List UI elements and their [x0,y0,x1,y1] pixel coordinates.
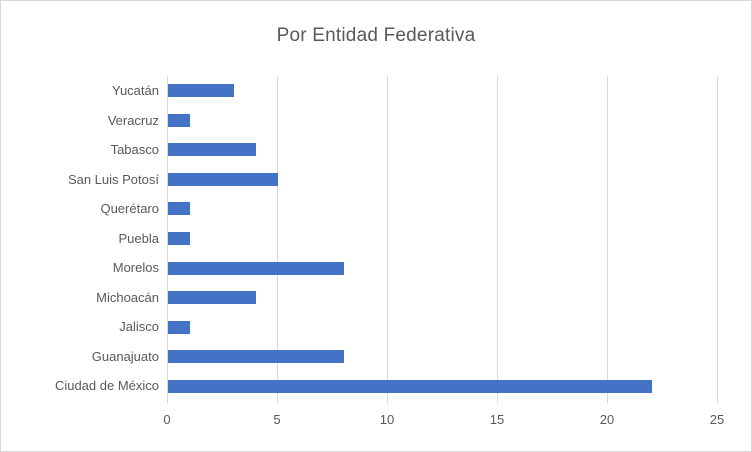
category-label: Puebla [118,230,159,246]
gridline [717,76,718,403]
category-label: Michoacán [96,289,159,305]
gridline [387,76,388,403]
category-label: Querétaro [100,201,159,217]
bar-veracruz [168,113,190,127]
gridline [607,76,608,403]
bar-ciudad-de-m-xico [168,379,652,393]
bar-jalisco [168,320,190,334]
bar-yucat-n [168,84,234,98]
bar-morelos [168,261,344,275]
category-label: Morelos [112,260,159,276]
x-tick-label: 10 [379,412,395,427]
chart-title: Por Entidad Federativa [276,25,476,46]
x-tick-label: 20 [599,412,615,427]
x-tick-label: 0 [163,412,171,427]
category-label: Ciudad de México [54,378,159,394]
category-label: Tabasco [110,142,159,158]
bar-puebla [168,232,190,245]
category-label: Guanajuato [91,348,159,364]
gridline [277,76,278,403]
bar-guanajuato [168,350,344,364]
category-label: Jalisco [119,319,159,335]
category-label: Yucatán [112,83,159,98]
bar-tabasco [168,143,256,157]
category-axis-line [167,76,168,403]
x-tick-label: 5 [273,412,281,427]
category-label: San Luis Potosí [67,171,159,187]
x-tick-label: 25 [709,412,725,427]
x-tick-label: 15 [489,412,505,427]
bar-quer-taro [168,202,190,216]
gridline [497,76,498,403]
category-label: Veracruz [107,112,159,128]
bar-san-luis-potos- [168,172,278,186]
bar-michoac-n [168,291,256,305]
